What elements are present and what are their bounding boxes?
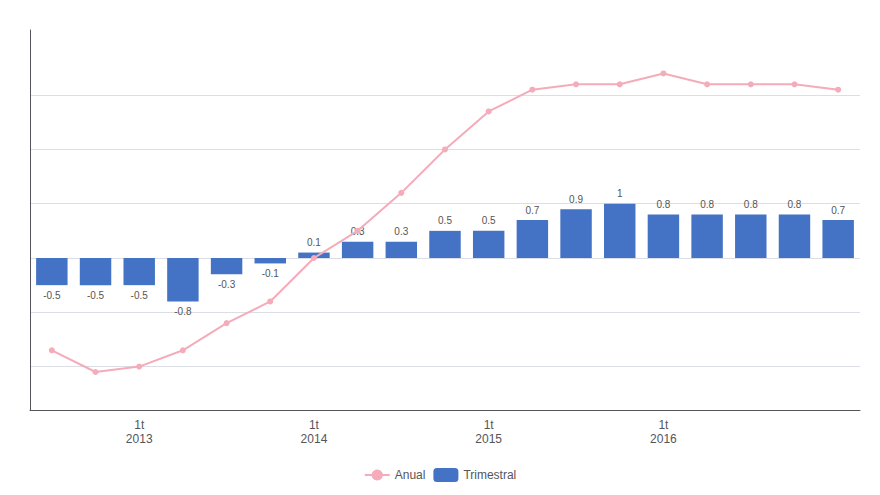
svg-text:-0.5: -0.5: [43, 290, 61, 301]
svg-text:1t: 1t: [134, 418, 145, 432]
svg-text:1t: 1t: [484, 418, 495, 432]
svg-text:2016: 2016: [650, 432, 677, 446]
svg-text:0.7: 0.7: [525, 205, 539, 216]
svg-text:0.5: 0.5: [482, 215, 496, 226]
svg-text:0.8: 0.8: [744, 199, 758, 210]
svg-text:-0.3: -0.3: [218, 279, 236, 290]
svg-text:0.1: 0.1: [307, 237, 321, 248]
svg-text:1t: 1t: [309, 418, 320, 432]
svg-text:2014: 2014: [301, 432, 328, 446]
svg-text:Trimestral: Trimestral: [463, 468, 516, 482]
svg-text:0.3: 0.3: [394, 226, 408, 237]
svg-text:2013: 2013: [126, 432, 153, 446]
svg-text:-0.5: -0.5: [131, 290, 149, 301]
svg-text:-0.8: -0.8: [174, 306, 192, 317]
svg-text:Anual: Anual: [395, 468, 426, 482]
svg-text:0.8: 0.8: [788, 199, 802, 210]
svg-text:-0.5: -0.5: [87, 290, 105, 301]
svg-text:0.9: 0.9: [569, 194, 583, 205]
svg-text:-0.1: -0.1: [262, 268, 280, 279]
svg-text:1: 1: [617, 188, 623, 199]
svg-text:1t: 1t: [658, 418, 669, 432]
svg-text:0.8: 0.8: [700, 199, 714, 210]
svg-text:0.3: 0.3: [351, 226, 365, 237]
svg-text:0.7: 0.7: [831, 205, 845, 216]
svg-text:0.8: 0.8: [656, 199, 670, 210]
svg-text:2015: 2015: [475, 432, 502, 446]
svg-text:0.5: 0.5: [438, 215, 452, 226]
